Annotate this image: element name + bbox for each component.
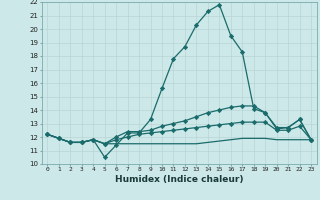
X-axis label: Humidex (Indice chaleur): Humidex (Indice chaleur) bbox=[115, 175, 244, 184]
